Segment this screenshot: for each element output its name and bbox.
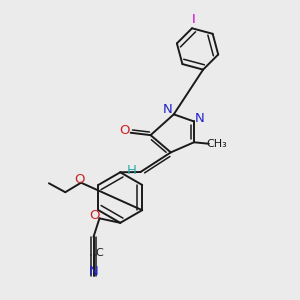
- Text: O: O: [89, 209, 99, 223]
- Text: N: N: [89, 266, 98, 278]
- Text: O: O: [74, 172, 85, 186]
- Text: N: N: [163, 103, 173, 116]
- Text: CH₃: CH₃: [206, 139, 227, 149]
- Text: N: N: [194, 112, 204, 125]
- Text: H: H: [127, 164, 137, 177]
- Text: I: I: [192, 14, 195, 26]
- Text: C: C: [96, 248, 103, 258]
- Text: O: O: [119, 124, 130, 137]
